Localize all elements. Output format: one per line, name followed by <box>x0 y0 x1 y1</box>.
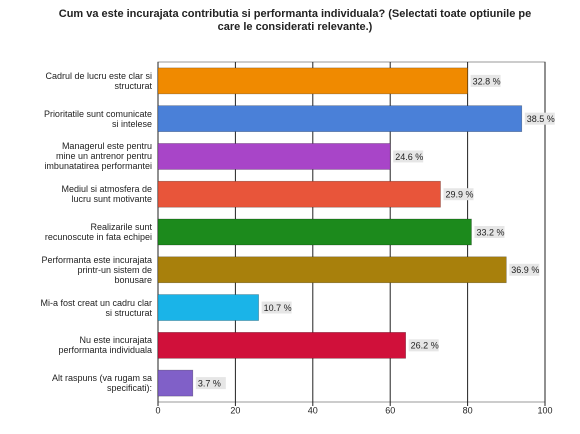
value-label-box <box>261 301 292 314</box>
category-label: Performanta este incurajata printr-un si… <box>41 254 152 285</box>
value-label: 32.8 % <box>473 76 501 86</box>
x-tick-label: 20 <box>230 405 240 415</box>
value-label: 36.9 % <box>511 265 539 275</box>
bar <box>157 369 194 397</box>
value-label-box <box>509 263 540 276</box>
value-label-box <box>470 74 501 87</box>
bar <box>157 332 406 359</box>
value-label: 26.2 % <box>411 341 439 351</box>
value-label-box <box>393 150 424 163</box>
value-label-box <box>474 226 505 238</box>
category-label: Prioritatile sunt comunicate si intelese <box>43 108 152 129</box>
value-label: 3.7 % <box>198 378 221 388</box>
bar <box>157 143 391 170</box>
category-label: Mediul si atmosfera de lucru sunt motiva… <box>61 184 152 205</box>
category-label: Realizarile sunt recunoscute in fata ech… <box>44 222 152 242</box>
bar <box>157 180 441 208</box>
x-tick-label: 0 <box>155 405 160 415</box>
value-label-box <box>408 339 439 352</box>
bar <box>157 294 259 321</box>
x-tick-label: 80 <box>463 405 473 415</box>
bar <box>157 218 472 246</box>
x-tick-label: 40 <box>308 405 318 415</box>
bar <box>157 105 523 132</box>
category-label: Alt raspuns (va rugam sa specificati): <box>51 373 152 394</box>
category-label: Cadrul de lucru este clar si structurat <box>45 70 152 91</box>
category-label: Mi-a fost creat un cadru clar si structu… <box>40 297 152 318</box>
value-label: 24.6 % <box>395 152 423 162</box>
x-tick-label: 100 <box>537 405 552 415</box>
value-label: 29.9 % <box>446 190 474 200</box>
value-label: 38.5 % <box>527 114 555 124</box>
value-label: 33.2 % <box>476 227 504 237</box>
value-label: 10.7 % <box>264 303 292 313</box>
value-label-box <box>195 377 226 390</box>
bar <box>157 67 468 95</box>
category-label: Nu este incurajata performanta individua… <box>58 335 152 356</box>
value-label-box <box>443 188 474 201</box>
bar <box>157 256 507 284</box>
chart-title: Cum va este incurajata contributia si pe… <box>58 8 532 33</box>
value-label-box <box>524 112 555 125</box>
category-label: Managerul este pentru mine un antrenor p… <box>44 141 152 172</box>
x-tick-label: 60 <box>385 405 395 415</box>
